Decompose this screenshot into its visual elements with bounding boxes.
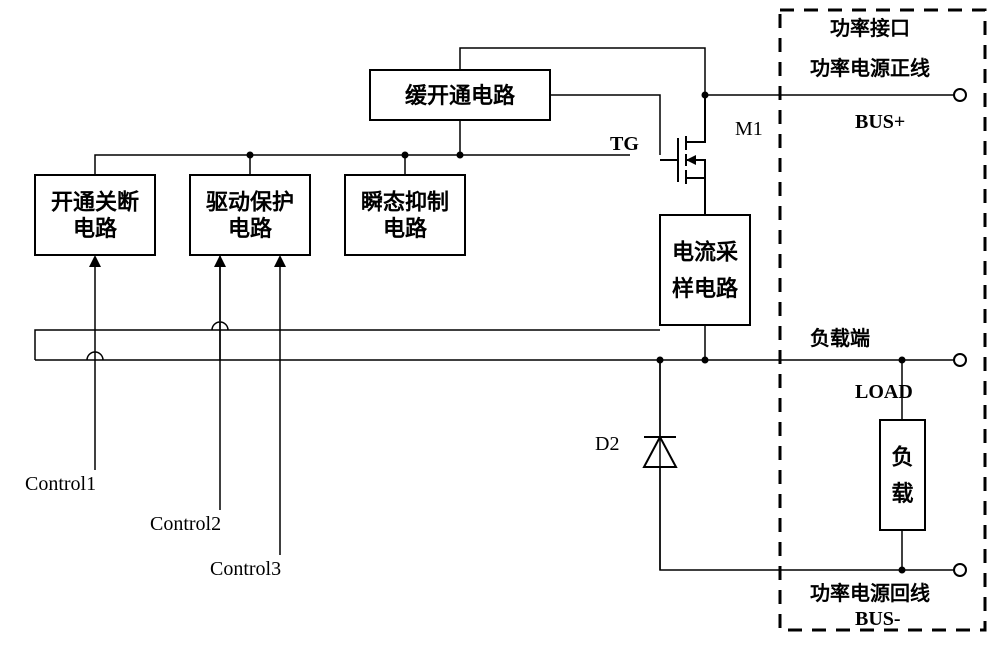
node-dot-4 — [899, 567, 906, 574]
block-isense-line1: 样电路 — [672, 276, 739, 301]
node-dot-6 — [402, 152, 409, 159]
terminal-bus_plus-title: 功率电源正线 — [810, 56, 930, 80]
block-isense: 电流采样电路 — [660, 215, 750, 325]
tg-label: TG — [610, 133, 639, 155]
wire-3 — [95, 155, 630, 175]
wire-2 — [550, 95, 660, 155]
control-c2: Control2 — [150, 255, 226, 535]
control-c3-label: Control3 — [210, 558, 281, 580]
block-transient: 瞬态抑制电路 — [345, 175, 465, 255]
terminal-load_t: 负载端 LOAD — [810, 326, 966, 403]
block-drv_prot-line1: 电路 — [228, 216, 273, 241]
diode-label: D2 — [595, 433, 619, 455]
wire-11 — [35, 330, 660, 360]
terminal-bus_plus-sub: BUS+ — [855, 111, 905, 133]
block-drv_prot-line0: 驱动保护 — [206, 189, 294, 214]
block-load-vl1: 载 — [891, 481, 913, 506]
terminal-bus_minus-title: 功率电源回线 — [810, 581, 930, 605]
mosfet-m1: M1 TG — [610, 95, 763, 215]
block-drv_prot: 驱动保护电路 — [190, 175, 310, 255]
diode-d2: D2 — [595, 360, 676, 570]
control-c2-label: Control2 — [150, 513, 221, 535]
control-c1: Control1 — [25, 255, 101, 495]
node-dot-7 — [457, 152, 464, 159]
terminal-bus_minus: 功率电源回线 BUS- — [810, 564, 966, 630]
block-load-vl0: 负 — [891, 444, 913, 469]
block-on_off: 开通关断电路 — [35, 175, 155, 255]
block-on_off-line0: 开通关断 — [51, 189, 139, 214]
block-transient-line0: 瞬态抑制 — [361, 189, 449, 214]
block-on_off-line1: 电路 — [73, 216, 118, 241]
control-c1-label: Control1 — [25, 473, 96, 495]
block-isense-line0: 电流采 — [672, 239, 738, 264]
block-load: 负载 — [880, 420, 925, 530]
power-interface-region — [780, 10, 985, 630]
block-transient-line1: 电路 — [383, 216, 428, 241]
interface-title: 功率接口 — [830, 16, 910, 40]
node-dot-3 — [899, 357, 906, 364]
node-dot-1 — [702, 357, 709, 364]
node-dot-5 — [247, 152, 254, 159]
block-soft_on: 缓开通电路 — [370, 70, 550, 120]
terminal-bus_minus-sub: BUS- — [855, 608, 901, 630]
terminal-load_t-title: 负载端 — [810, 326, 870, 350]
control-c3: Control3 — [210, 255, 286, 580]
mosfet-label: M1 — [735, 118, 763, 140]
terminal-load_t-sub: LOAD — [855, 381, 913, 403]
block-soft_on-line0: 缓开通电路 — [405, 83, 516, 108]
